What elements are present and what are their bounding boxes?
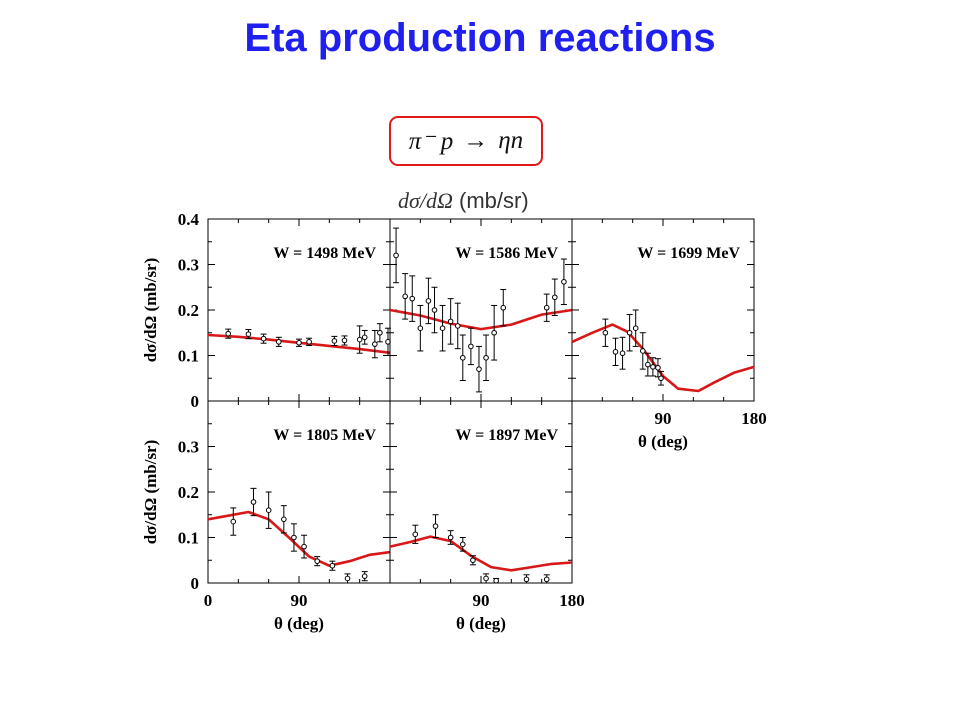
data-point — [650, 364, 656, 370]
y-tick-label: 0.1 — [178, 529, 199, 548]
data-point — [431, 307, 438, 313]
y-axis-title: dσ/dΩ (mb/sr) — [141, 258, 160, 363]
x-axis-title: θ (deg) — [638, 432, 688, 451]
data-point — [361, 334, 368, 341]
data-point — [460, 354, 466, 361]
data-point — [476, 366, 482, 372]
y-axis-title: dσ/dΩ (mb/sr) — [141, 440, 160, 545]
data-point — [470, 557, 476, 564]
data-point — [612, 349, 619, 355]
panel-label: W = 1498 MeV — [273, 245, 376, 262]
data-point — [491, 329, 497, 336]
y-tick-label: 0 — [191, 574, 200, 593]
data-point — [543, 304, 550, 311]
panel-label: W = 1805 MeV — [273, 427, 376, 444]
data-point — [417, 325, 424, 332]
data-point — [639, 348, 646, 354]
data-point — [409, 295, 416, 302]
data-point — [361, 573, 368, 579]
data-point — [265, 507, 272, 514]
panel-label: W = 1586 MeV — [455, 245, 558, 262]
model-curve — [389, 535, 573, 572]
data-point — [523, 576, 530, 583]
data-point — [314, 558, 321, 564]
y-tick-label: 0.4 — [178, 210, 200, 229]
data-point — [372, 341, 378, 347]
data-point — [439, 325, 446, 332]
data-point — [296, 339, 302, 346]
y-tick-label: 0.2 — [178, 301, 199, 320]
data-point — [447, 534, 454, 541]
figure-header-math: dσ/dΩ — [398, 188, 453, 213]
data-point — [645, 361, 651, 368]
data-point — [468, 343, 474, 350]
y-tick-label: 0.3 — [178, 438, 199, 457]
data-point — [260, 335, 267, 342]
data-point — [356, 336, 363, 343]
model-curve — [207, 510, 391, 567]
data-point — [301, 543, 307, 550]
figure-header: dσ/dΩ (mb/sr) — [398, 188, 529, 214]
x-tick-label: 90 — [473, 591, 490, 610]
data-point — [230, 518, 237, 525]
data-point — [561, 278, 567, 285]
figure-header-units: (mb/sr) — [459, 188, 529, 213]
data-point — [602, 329, 609, 336]
x-axis-title: θ (deg) — [274, 614, 324, 633]
x-tick-label: 180 — [741, 409, 767, 428]
data-point — [329, 562, 336, 569]
model-curve — [389, 308, 573, 331]
data-point — [341, 337, 348, 344]
y-tick-label: 0.2 — [178, 483, 199, 502]
data-point — [250, 499, 257, 505]
model-curve — [571, 323, 755, 393]
reaction-lhs: π⁻ p — [408, 128, 454, 155]
data-point — [291, 534, 297, 541]
data-point — [619, 350, 626, 357]
data-point — [493, 577, 499, 584]
reaction-rhs: ηn — [498, 127, 524, 154]
x-axis-title: θ (deg) — [456, 614, 506, 633]
reaction-box: π⁻ p → ηn — [389, 116, 543, 166]
data-point — [402, 293, 408, 300]
data-point — [275, 339, 282, 345]
data-point — [626, 329, 633, 336]
x-tick-label: 90 — [291, 591, 308, 610]
data-point — [483, 575, 489, 582]
x-tick-label: 0 — [204, 591, 213, 610]
data-point — [331, 338, 338, 344]
data-point — [412, 531, 419, 538]
data-point — [393, 252, 399, 259]
data-point — [225, 330, 232, 337]
panel-label: W = 1699 MeV — [637, 245, 740, 262]
data-point — [432, 523, 439, 529]
panel-label: W = 1897 MeV — [455, 427, 558, 444]
y-tick-label: 0.3 — [178, 256, 199, 275]
slide-title: Eta production reactions — [244, 16, 716, 60]
data-point — [658, 375, 664, 382]
data-point — [245, 331, 252, 337]
reaction-arrow: → — [463, 127, 489, 154]
y-tick-label: 0 — [191, 392, 200, 411]
data-point — [632, 325, 639, 332]
data-point — [552, 294, 558, 301]
data-point — [460, 541, 466, 548]
data-point — [306, 339, 312, 345]
data-point — [655, 364, 661, 371]
y-tick-label: 0.1 — [178, 347, 199, 366]
data-point — [543, 576, 550, 583]
data-point — [377, 329, 383, 336]
x-tick-label: 90 — [655, 409, 672, 428]
data-point — [447, 318, 454, 325]
data-point — [281, 516, 287, 523]
data-point — [500, 304, 507, 311]
x-tick-label: 180 — [559, 591, 585, 610]
data-point — [483, 354, 489, 361]
data-point — [454, 323, 461, 329]
data-point — [425, 298, 432, 304]
data-point — [344, 575, 351, 582]
